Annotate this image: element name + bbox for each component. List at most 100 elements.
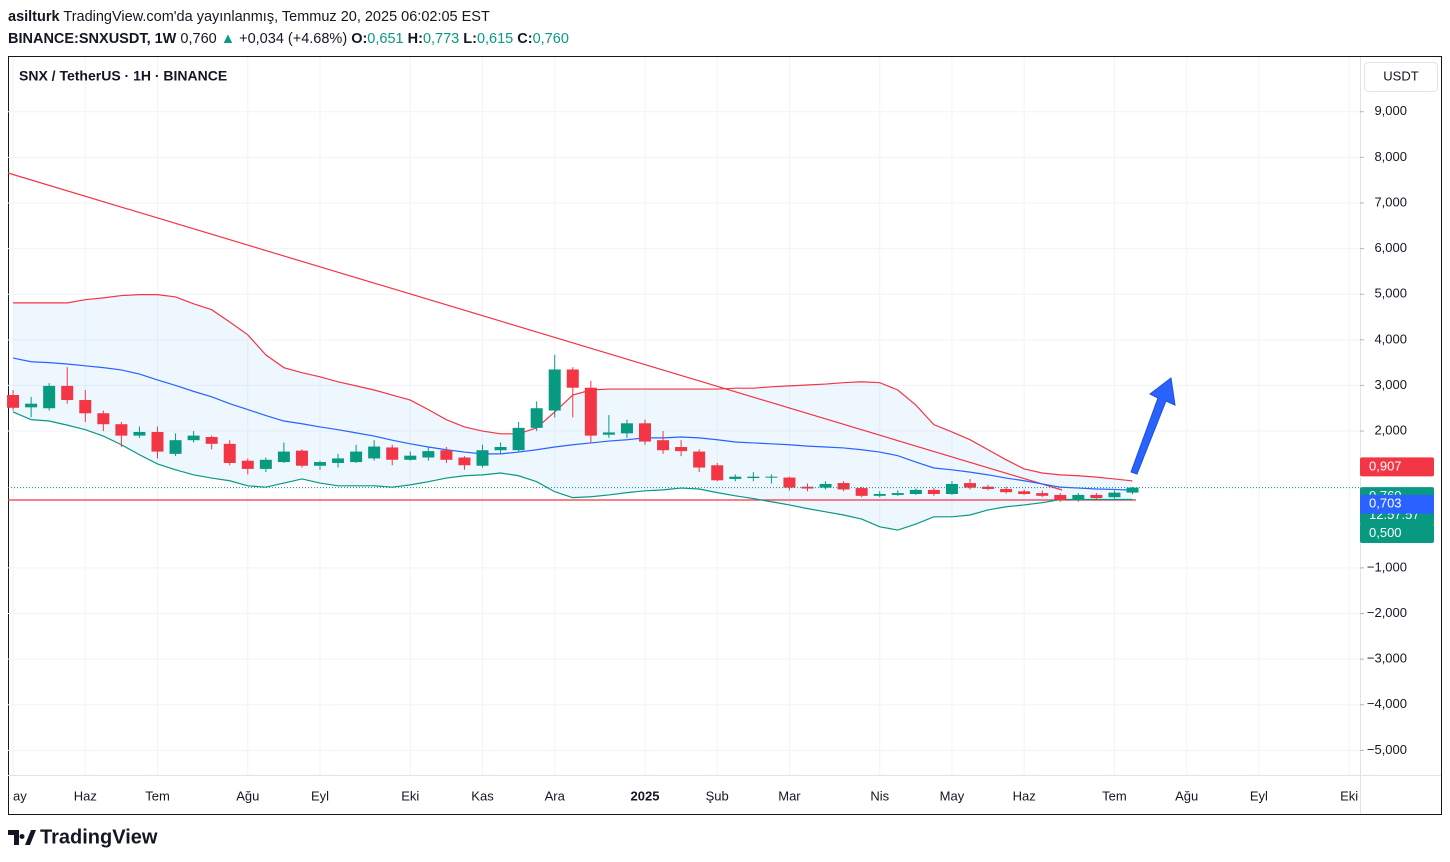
publisher: asilturk	[8, 9, 61, 25]
ohlc-value: 0,651	[367, 31, 403, 47]
candle-body	[79, 400, 92, 414]
candle-body	[25, 403, 38, 408]
candle-body	[982, 486, 995, 489]
candle-body	[711, 465, 724, 481]
candle-body	[115, 424, 128, 436]
x-tick-label: ay	[13, 788, 27, 803]
candle-body	[404, 455, 417, 460]
candle-body	[837, 483, 850, 490]
candle-body	[169, 440, 182, 454]
x-tick-label: 2025	[631, 788, 660, 803]
candle-body	[819, 483, 832, 488]
candle-body	[801, 486, 814, 489]
currency-button[interactable]	[1364, 62, 1438, 92]
candle-body	[620, 423, 633, 434]
candle-body	[602, 432, 615, 435]
ohlc-value: 0,615	[477, 31, 513, 47]
arrow	[1130, 377, 1176, 475]
ohlc-key: O:	[351, 31, 367, 47]
candle-body	[151, 431, 164, 452]
candle-body	[43, 385, 56, 409]
logo: TradingView	[8, 826, 158, 848]
y-tick-label: 3,000	[1374, 377, 1407, 392]
candle-body	[1108, 492, 1121, 498]
x-tick-label: May	[940, 788, 965, 803]
candle-body	[1072, 494, 1085, 500]
y-tick-label: 6,000	[1374, 240, 1407, 255]
band-line	[12, 357, 1133, 491]
trend-line	[7, 172, 1063, 491]
candle-body	[277, 451, 290, 463]
candle-body	[945, 483, 958, 495]
y-tick-label: 9,000	[1374, 103, 1407, 118]
x-tick-label: Şub	[706, 788, 729, 803]
candle-body	[765, 476, 778, 478]
candle-body	[873, 494, 886, 496]
candle-body	[1054, 494, 1067, 500]
candle-body	[259, 459, 272, 469]
x-tick-label: Eyl	[311, 788, 329, 803]
legend: SNX / TetherUS · 1H · BINANCE	[19, 68, 227, 84]
candle-body	[512, 427, 525, 451]
candle-body	[332, 458, 345, 463]
candle-body	[61, 385, 74, 401]
band-line	[12, 411, 1133, 531]
candle-body	[566, 369, 579, 388]
currency[interactable]: USDT	[1383, 68, 1418, 83]
candle-body	[747, 476, 760, 479]
x-tick-label: Ağu	[236, 788, 259, 803]
price-label-text: 0,907	[1369, 458, 1402, 473]
candle-body	[783, 477, 796, 488]
symbol: BINANCE:SNXUSDT, 1W	[8, 31, 177, 47]
candle-body	[1000, 488, 1013, 493]
plot	[7, 57, 1360, 775]
candle-body	[927, 489, 940, 495]
x-tick-label: Mar	[778, 788, 801, 803]
x-tick-label: Eyl	[1250, 788, 1268, 803]
x-tick-label: Ara	[545, 788, 566, 803]
candle-body	[1036, 493, 1049, 496]
candle-body	[729, 476, 742, 479]
candle-body	[386, 447, 399, 460]
price: 0,760	[180, 31, 216, 47]
candle-body	[350, 451, 363, 463]
candle-body	[241, 460, 254, 469]
x-tick-label: Haz	[1013, 788, 1036, 803]
candle-body	[97, 413, 110, 425]
price-label-text: 0,703	[1369, 496, 1402, 511]
price-label	[1360, 494, 1434, 514]
candle-body	[530, 408, 543, 428]
candle-body	[675, 447, 688, 452]
candle-body	[1090, 494, 1103, 499]
candle-body	[964, 483, 976, 488]
brand: TradingView	[40, 826, 158, 848]
y-tick-label: 8,000	[1374, 149, 1407, 164]
candle-body	[223, 443, 236, 463]
candle-body	[855, 488, 868, 496]
price-label	[1360, 457, 1434, 477]
candle-body	[187, 435, 200, 441]
price-label	[1360, 523, 1434, 543]
candle-body	[458, 457, 471, 466]
candle-body	[891, 493, 904, 495]
price-label-text: 0,500	[1369, 525, 1402, 540]
candle-body	[1126, 487, 1139, 493]
x-tick-label: Tem	[145, 788, 170, 803]
candle-body	[205, 436, 218, 444]
ohlc-key: L:	[463, 31, 477, 47]
published: TradingView.com'da yayınlanmış, Temmuz 2…	[63, 9, 490, 25]
candle-body	[295, 450, 308, 466]
y-tick-label: 5,000	[1374, 286, 1407, 301]
ohlc-value: 0,760	[533, 31, 569, 47]
y-tick-label: 7,000	[1374, 194, 1407, 209]
y-tick-label: −2,000	[1367, 605, 1407, 620]
candle-body	[314, 462, 326, 466]
candle-body	[440, 450, 453, 460]
y-tick-label: −3,000	[1367, 651, 1407, 666]
y-tick-label: −5,000	[1367, 742, 1407, 757]
y-tick-label: −1,000	[1367, 559, 1407, 574]
x-tick-label: Ağu	[1175, 788, 1198, 803]
x-tick-label: Haz	[74, 788, 97, 803]
y-tick-label: −4,000	[1367, 696, 1407, 711]
candle-body	[133, 431, 146, 436]
